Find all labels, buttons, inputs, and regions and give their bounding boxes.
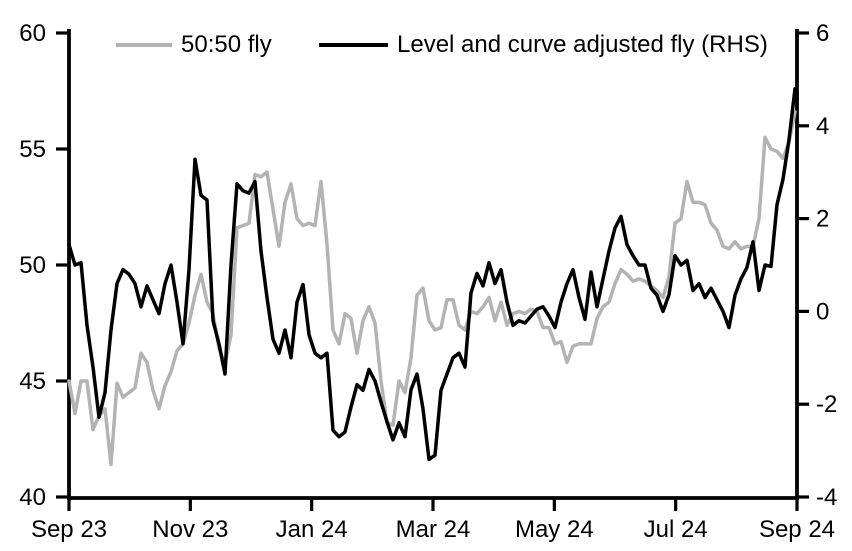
legend-item-5050-fly: 50:50 fly xyxy=(116,32,272,58)
right-axis-tick-label: 6 xyxy=(816,20,829,47)
left-axis-tick-label: 45 xyxy=(19,368,46,395)
series-line-level-and-curve-adjusted-fly-rhs xyxy=(67,86,797,462)
legend-label-5050-fly: 50:50 fly xyxy=(181,31,272,58)
left-axis-tick-label: 40 xyxy=(19,484,46,511)
series-line-50-50-fly xyxy=(67,110,797,467)
right-axis-tick-label: -4 xyxy=(816,484,837,511)
right-axis-tick-label: 2 xyxy=(816,206,829,233)
x-axis-tick-label: Jan 24 xyxy=(276,516,348,543)
x-axis-tick-label: Jul 24 xyxy=(644,516,708,543)
x-axis-tick-label: May 24 xyxy=(515,516,594,543)
x-axis-tick-label: Mar 24 xyxy=(396,516,471,543)
left-axis-tick-label: 55 xyxy=(19,136,46,163)
x-axis-tick-label: Sep 23 xyxy=(31,516,107,543)
legend-line-sample-black xyxy=(319,43,388,47)
x-axis-tick-label: Sep 24 xyxy=(759,516,835,543)
x-axis-tick-label: Nov 23 xyxy=(152,516,228,543)
right-axis-tick-label: 0 xyxy=(816,298,829,325)
legend-item-level-curve-adjusted-fly: Level and curve adjusted fly (RHS) xyxy=(319,32,768,58)
right-axis-tick-label: 4 xyxy=(816,113,829,140)
left-axis-tick-label: 60 xyxy=(19,20,46,47)
left-axis-tick-label: 50 xyxy=(19,252,46,279)
right-axis-tick-label: -2 xyxy=(816,391,837,418)
legend-line-sample-gray xyxy=(116,43,172,47)
legend-label-level-curve-adjusted-fly: Level and curve adjusted fly (RHS) xyxy=(397,31,768,58)
